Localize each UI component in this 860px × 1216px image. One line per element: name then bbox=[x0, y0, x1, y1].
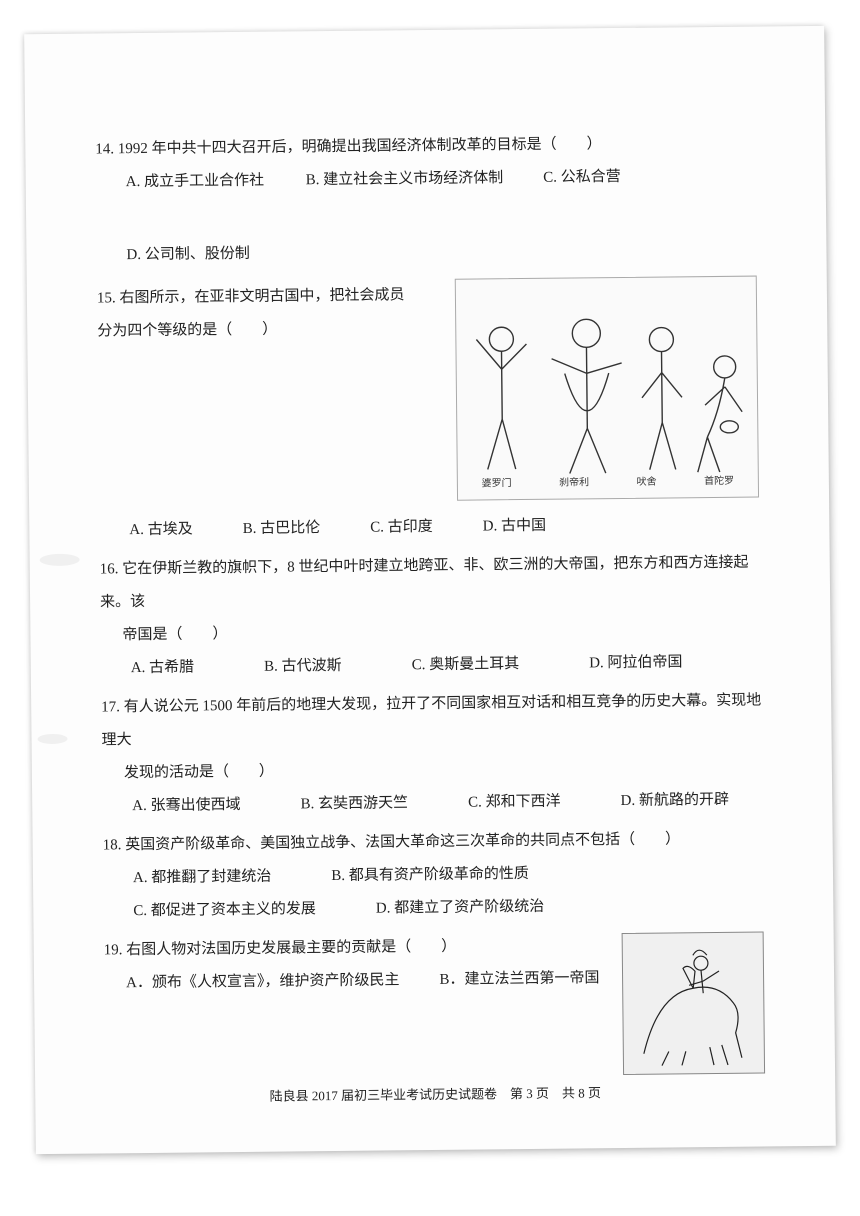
q17-option-a: A. 张骞出使西域 bbox=[132, 789, 241, 823]
caste-label-4: 首陀罗 bbox=[704, 471, 734, 493]
q15-option-d: D. 古中国 bbox=[483, 510, 547, 544]
exam-sheet: 14. 1992 年中共十四大召开后，明确提出我国经济体制改革的目标是（ ） A… bbox=[24, 26, 836, 1154]
q18-option-c: C. 都促进了资本主义的发展 bbox=[133, 893, 316, 928]
napoleon-illustration bbox=[622, 932, 765, 1075]
q19-option-b: B．建立法兰西第一帝国 bbox=[439, 962, 599, 997]
q19-options: A．颁布《人权宣言》，维护资产阶级民主 B．建立法兰西第一帝国 bbox=[126, 962, 610, 1000]
q17-option-c: C. 郑和下西洋 bbox=[468, 786, 561, 820]
caste-label-1: 婆罗门 bbox=[482, 473, 512, 495]
q14-option-d: D. 公司制、股份制 bbox=[126, 238, 266, 272]
question-14: 14. 1992 年中共十四大召开后，明确提出我国经济体制改革的目标是（ ） A… bbox=[95, 127, 756, 273]
q16-option-d: D. 阿拉伯帝国 bbox=[589, 646, 683, 680]
q18-options: A. 都推翻了封建统治 B. 都具有资产阶级革命的性质 C. 都促进了资本主义的… bbox=[133, 856, 764, 929]
q15-option-a: A. 古埃及 bbox=[129, 513, 193, 547]
q18-stem: 18. 英国资产阶级革命、美国独立战争、法国大革命这三次革命的共同点不包括（ ） bbox=[102, 823, 762, 863]
question-17: 17. 有人说公元 1500 年前后的地理大发现，拉开了不同国家相互对话和相互竞… bbox=[101, 685, 762, 824]
q15-option-b: B. 古巴比伦 bbox=[243, 512, 321, 546]
question-19: 19. 右图人物对法国历史发展最主要的贡献是（ ） A．颁布《人权宣言》，维护资… bbox=[104, 928, 765, 1001]
napoleon-horse-icon bbox=[623, 933, 764, 1074]
caste-labels-row: 婆罗门 刹帝利 吠舍 首陀罗 bbox=[458, 471, 758, 496]
q16-stem-l1: 16. 它在伊斯兰教的旗帜下，8 世纪中叶时建立地跨亚、非、欧三洲的大帝国，把东… bbox=[100, 547, 761, 620]
question-15: 婆罗门 刹帝利 吠舍 首陀罗 15. 右图所示，在亚非文明古国中，把社会成员 分… bbox=[97, 276, 760, 548]
q19-option-a: A．颁布《人权宣言》，维护资产阶级民主 bbox=[126, 964, 400, 1000]
page-footer: 陆良县 2017 届初三毕业考试历史试题卷 第 3 页 共 8 页 bbox=[105, 1078, 765, 1114]
q16-option-a: A. 古希腊 bbox=[131, 651, 195, 685]
q17-option-b: B. 玄奘西游天竺 bbox=[300, 787, 408, 821]
page-container: 14. 1992 年中共十四大召开后，明确提出我国经济体制改革的目标是（ ） A… bbox=[0, 0, 860, 1216]
caste-label-2: 刹帝利 bbox=[559, 472, 589, 494]
q16-option-b: B. 古代波斯 bbox=[264, 650, 342, 684]
q14-option-a: A. 成立手工业合作社 bbox=[126, 165, 266, 199]
caste-label-3: 吠舍 bbox=[637, 472, 657, 494]
q18-option-b: B. 都具有资产阶级革命的性质 bbox=[331, 858, 529, 893]
question-18: 18. 英国资产阶级革命、美国独立战争、法国大革命这三次革命的共同点不包括（ ）… bbox=[102, 823, 763, 929]
caste-figure-illustration: 婆罗门 刹帝利 吠舍 首陀罗 bbox=[455, 276, 759, 501]
q17-options: A. 张骞出使西域 B. 玄奘西游天竺 C. 郑和下西洋 D. 新航路的开辟 bbox=[132, 784, 762, 824]
q18-option-d: D. 都建立了资产阶级统治 bbox=[376, 891, 545, 926]
q18-option-a: A. 都推翻了封建统治 bbox=[133, 861, 272, 895]
q14-options: A. 成立手工业合作社 B. 建立社会主义市场经济体制 C. 公私合营 D. 公… bbox=[126, 160, 757, 273]
q14-option-b: B. 建立社会主义市场经济体制 bbox=[306, 162, 504, 197]
q16-option-c: C. 奥斯曼土耳其 bbox=[411, 648, 519, 682]
question-16: 16. 它在伊斯兰教的旗帜下，8 世纪中叶时建立地跨亚、非、欧三洲的大帝国，把东… bbox=[100, 547, 761, 686]
q15-options: A. 古埃及 B. 古巴比伦 C. 古印度 D. 古中国 bbox=[129, 508, 759, 548]
q15-option-c: C. 古印度 bbox=[370, 511, 433, 545]
q17-option-d: D. 新航路的开辟 bbox=[620, 784, 729, 818]
scan-noise bbox=[40, 554, 80, 566]
scan-noise bbox=[37, 734, 67, 744]
q16-options: A. 古希腊 B. 古代波斯 C. 奥斯曼土耳其 D. 阿拉伯帝国 bbox=[131, 646, 761, 686]
q14-option-c: C. 公私合营 bbox=[543, 160, 683, 194]
caste-figures-icon bbox=[456, 277, 758, 500]
q17-stem-l1: 17. 有人说公元 1500 年前后的地理大发现，拉开了不同国家相互对话和相互竞… bbox=[101, 685, 762, 758]
